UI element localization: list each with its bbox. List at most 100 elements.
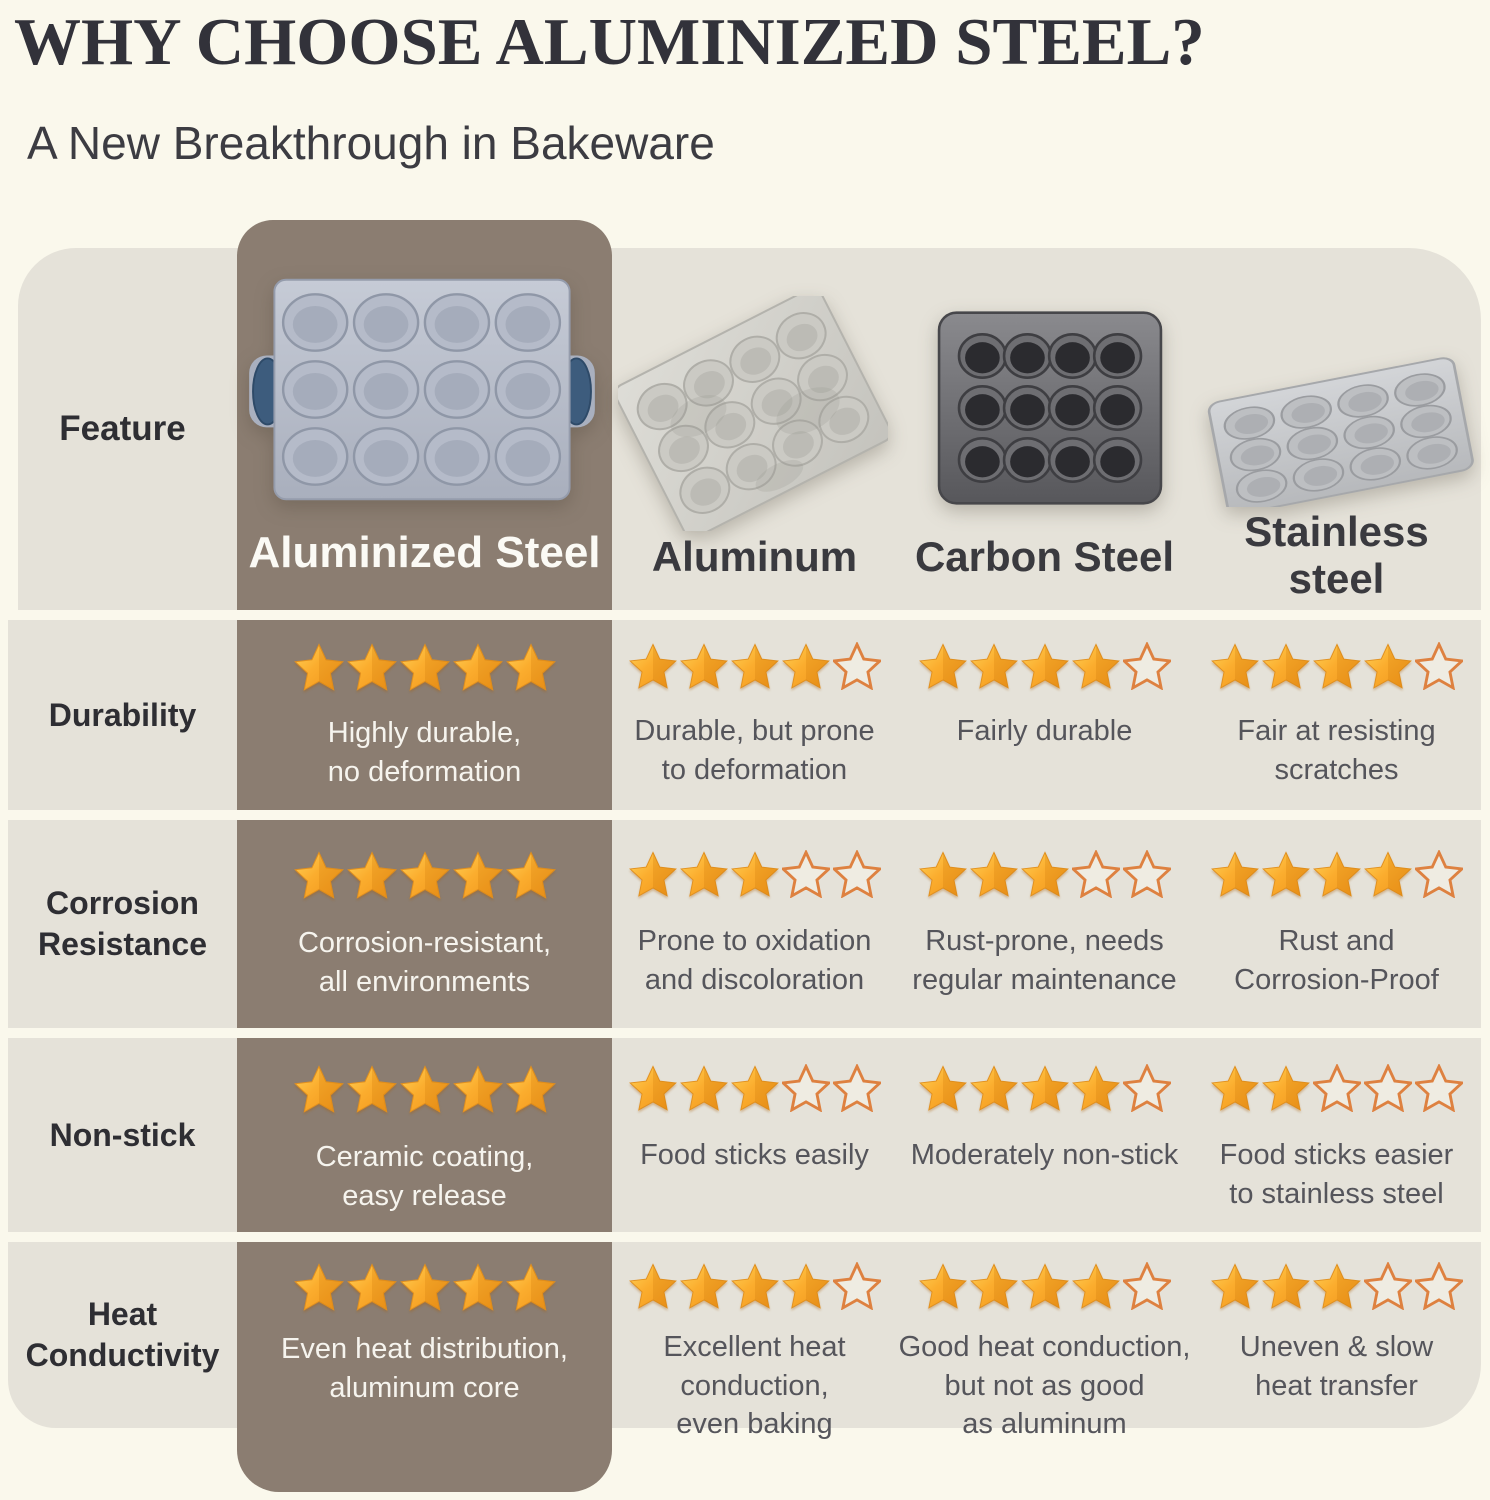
star-filled-icon	[293, 643, 344, 691]
star-filled-icon	[1312, 1263, 1361, 1309]
star-outline-icon	[1414, 642, 1463, 690]
cell-heat-aluminized-steel: Even heat distribution, aluminum core	[237, 1242, 612, 1448]
product-column-header-aluminized-steel: Aluminized Steel	[248, 528, 601, 577]
star-outline-icon	[1414, 1064, 1463, 1112]
star-filled-icon	[781, 1263, 830, 1309]
star-rating	[918, 1262, 1171, 1310]
rating-description: Food sticks easier to stainless steel	[1219, 1139, 1454, 1210]
star-rating	[628, 1262, 881, 1310]
star-outline-icon	[832, 642, 881, 690]
cell-heat-carbon-steel: Good heat conduction, but not as good as…	[897, 1242, 1192, 1448]
rating-description: Highly durable, no deformation	[327, 717, 522, 788]
star-outline-icon	[1363, 1262, 1412, 1310]
cell-corrosion-carbon-steel: Rust-prone, needs regular maintenance	[897, 820, 1192, 1058]
star-filled-icon	[781, 643, 830, 689]
star-filled-icon	[293, 1065, 344, 1113]
star-filled-icon	[969, 643, 1018, 689]
star-filled-icon	[293, 1263, 344, 1311]
star-filled-icon	[918, 851, 967, 897]
star-outline-icon	[832, 1262, 881, 1310]
cell-nonstick-aluminum: Food sticks easily	[612, 1038, 897, 1258]
cell-durability-carbon-steel: Fairly durable	[897, 620, 1192, 832]
star-filled-icon	[505, 1065, 556, 1113]
feature-row-label-heat-conductivity: Heat Conductivity	[8, 1242, 237, 1428]
star-filled-icon	[1020, 643, 1069, 689]
rating-description: Even heat distribution, aluminum core	[281, 1333, 568, 1404]
star-filled-icon	[346, 1263, 397, 1311]
star-rating	[1210, 1262, 1463, 1310]
rating-description: Food sticks easily	[640, 1139, 869, 1171]
feature-label-text: Non-stick	[49, 1116, 196, 1153]
rating-description: Prone to oxidation and discoloration	[637, 925, 872, 996]
star-filled-icon	[628, 851, 677, 897]
star-outline-icon	[1122, 1262, 1171, 1310]
star-rating	[1210, 850, 1463, 898]
star-outline-icon	[1071, 850, 1120, 898]
cell-nonstick-stainless-steel: Food sticks easier to stainless steel	[1192, 1038, 1481, 1258]
star-filled-icon	[730, 643, 779, 689]
star-filled-icon	[1071, 1263, 1120, 1309]
star-filled-icon	[1071, 643, 1120, 689]
star-rating	[918, 1064, 1171, 1112]
page-subtitle: A New Breakthrough in Bakeware	[27, 117, 715, 169]
star-filled-icon	[1020, 1065, 1069, 1111]
star-filled-icon	[969, 1263, 1018, 1309]
cell-durability-aluminum: Durable, but prone to deformation	[612, 620, 897, 832]
star-filled-icon	[399, 1065, 450, 1113]
star-rating	[293, 850, 556, 900]
star-rating	[1210, 642, 1463, 690]
star-filled-icon	[918, 643, 967, 689]
star-filled-icon	[399, 1263, 450, 1311]
star-rating	[628, 642, 881, 690]
star-filled-icon	[730, 1263, 779, 1309]
rating-description: Excellent heat conduction, even baking	[663, 1331, 846, 1441]
rating-description: Uneven & slow heat transfer	[1239, 1331, 1434, 1402]
star-filled-icon	[628, 643, 677, 689]
star-filled-icon	[1312, 851, 1361, 897]
star-filled-icon	[679, 1263, 728, 1309]
feature-label-text: Durability	[48, 696, 197, 733]
rating-description: Ceramic coating, easy release	[315, 1141, 534, 1212]
star-filled-icon	[1261, 1263, 1310, 1309]
rating-description: Fairly durable	[956, 715, 1133, 747]
star-filled-icon	[452, 1263, 503, 1311]
star-outline-icon	[1122, 1064, 1171, 1112]
cell-durability-stainless-steel: Fair at resisting scratches	[1192, 620, 1481, 832]
star-outline-icon	[781, 850, 830, 898]
star-filled-icon	[969, 1065, 1018, 1111]
cell-nonstick-carbon-steel: Moderately non-stick	[897, 1038, 1192, 1258]
star-filled-icon	[1261, 643, 1310, 689]
star-filled-icon	[452, 851, 503, 899]
feature-label-text: Heat Conductivity	[25, 1296, 220, 1373]
rating-description: Corrosion-resistant, all environments	[297, 927, 552, 998]
star-filled-icon	[1210, 851, 1259, 897]
star-filled-icon	[679, 851, 728, 897]
star-filled-icon	[1261, 851, 1310, 897]
star-filled-icon	[1261, 1065, 1310, 1111]
cell-corrosion-aluminized-steel: Corrosion-resistant, all environments	[237, 820, 612, 1058]
product-column-header-carbon-steel: Carbon Steel	[914, 533, 1175, 580]
product-column-header-aluminum: Aluminum	[651, 533, 858, 580]
feature-row-label-durability: Durability	[8, 620, 237, 810]
star-filled-icon	[679, 1065, 728, 1111]
rating-description: Durable, but prone to deformation	[634, 715, 875, 786]
carbon-steel-pan-image	[937, 311, 1163, 505]
star-filled-icon	[1210, 1263, 1259, 1309]
star-filled-icon	[399, 643, 450, 691]
star-filled-icon	[452, 643, 503, 691]
star-filled-icon	[505, 643, 556, 691]
feature-row-label-non-stick: Non-stick	[8, 1038, 237, 1232]
star-outline-icon	[1122, 850, 1171, 898]
star-filled-icon	[1210, 643, 1259, 689]
star-filled-icon	[1020, 1263, 1069, 1309]
cell-corrosion-stainless-steel: Rust and Corrosion-Proof	[1192, 820, 1481, 1058]
star-filled-icon	[1210, 1065, 1259, 1111]
rating-description: Rust and Corrosion-Proof	[1234, 925, 1439, 996]
star-filled-icon	[628, 1263, 677, 1309]
star-filled-icon	[730, 1065, 779, 1111]
aluminum-pan-image	[618, 296, 888, 531]
star-rating	[628, 850, 881, 898]
product-column-header-label: Stainless steel	[1244, 508, 1429, 603]
cell-heat-stainless-steel: Uneven & slow heat transfer	[1192, 1242, 1481, 1448]
star-filled-icon	[969, 851, 1018, 897]
